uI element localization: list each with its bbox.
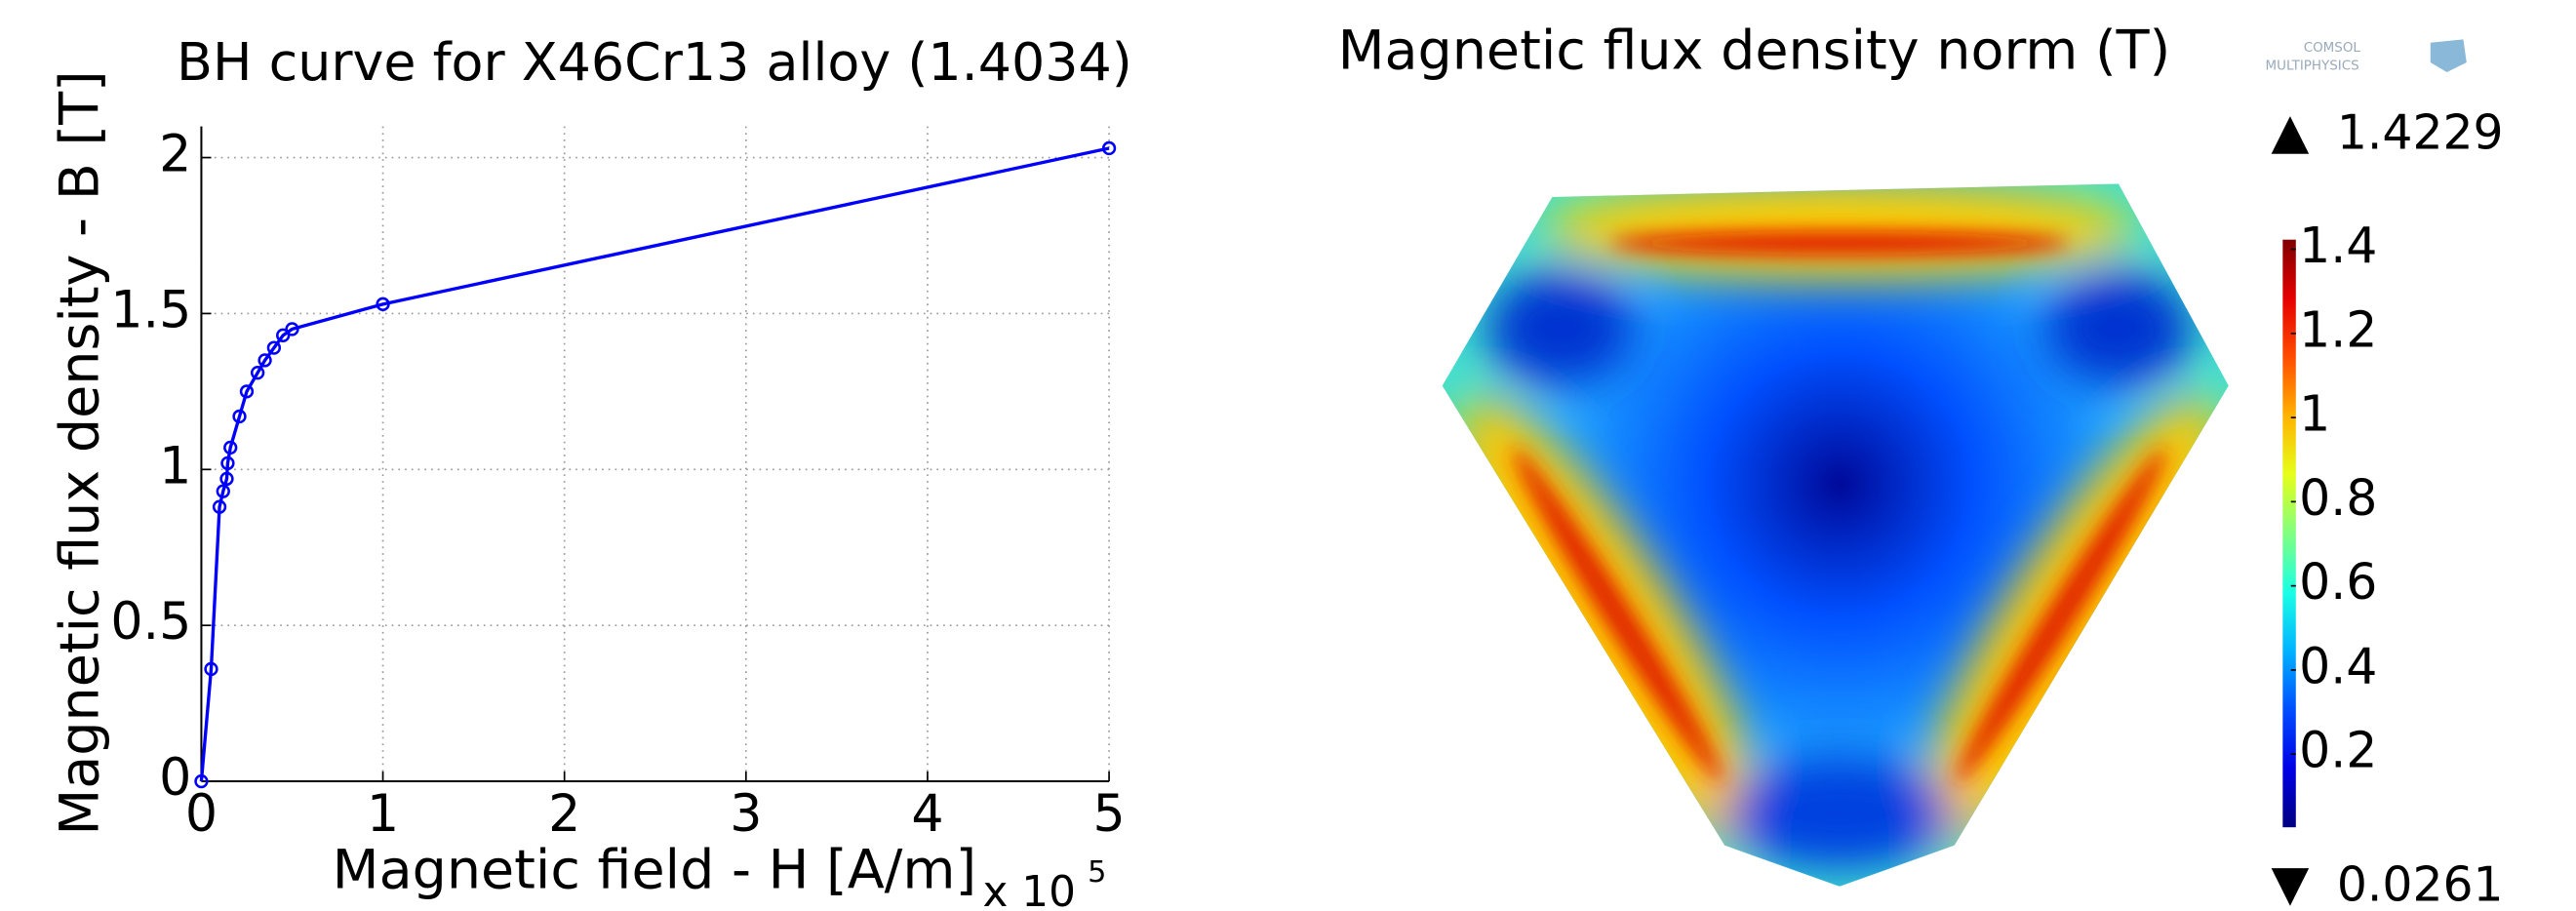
- data-point: [276, 328, 291, 342]
- x-tick-label: 0: [185, 785, 218, 844]
- surface-title: Magnetic flux density norm (T): [1338, 20, 2171, 83]
- y-tick-label: 1.5: [110, 281, 191, 339]
- colorbar-tick-label: 0.4: [2299, 637, 2377, 694]
- data-point: [220, 456, 235, 471]
- logo-text: MULTIPHYSICS: [2266, 59, 2359, 73]
- data-point: [204, 661, 218, 677]
- data-point: [376, 297, 390, 311]
- flux-density-map: [1442, 183, 2229, 887]
- data-point: [266, 340, 282, 355]
- data-point: [219, 471, 234, 487]
- data-point: [216, 484, 230, 498]
- y-axis-label: Magnetic flux density - B [T]: [48, 70, 111, 835]
- y-tick-label: 0.5: [110, 593, 191, 652]
- data-point: [285, 322, 299, 337]
- colorbar-tick-label: 0.8: [2299, 469, 2377, 527]
- x-tick-label: 1: [367, 785, 399, 844]
- max-label: 1.4229: [2337, 105, 2504, 161]
- data-point: [212, 499, 227, 514]
- chart-title: BH curve for X46Cr13 alloy (1.4034): [177, 31, 1132, 93]
- min-marker: ▼: [2272, 853, 2310, 911]
- colorbar: [2282, 239, 2296, 828]
- data-point: [239, 384, 255, 399]
- min-label: 0.0261: [2337, 856, 2504, 911]
- x-tick-label: 3: [730, 785, 762, 844]
- x-tick-label: 4: [911, 785, 943, 844]
- data-point: [194, 773, 209, 789]
- logo-icon: [2430, 39, 2467, 73]
- data-line: [199, 146, 1110, 782]
- x-multiplier: x 10: [982, 867, 1075, 911]
- colorbar-tick-label: 1: [2299, 385, 2330, 443]
- data-point: [250, 366, 265, 380]
- colorbar-tick-label: 0.6: [2299, 553, 2377, 611]
- data-point: [1101, 140, 1117, 156]
- colorbar-tick-label: 1.4: [2299, 217, 2377, 274]
- x-multiplier-exponent: 5: [1088, 855, 1106, 890]
- logo-text: COMSOL: [2304, 41, 2361, 56]
- colorbar-tick-label: 0.2: [2299, 722, 2377, 779]
- y-tick-label: 2: [159, 126, 191, 184]
- data-point: [223, 440, 238, 456]
- colorbar-tick-label: 1.2: [2299, 300, 2377, 358]
- y-tick-label: 0: [159, 749, 191, 808]
- data-point: [258, 353, 272, 368]
- x-tick-label: 2: [548, 785, 580, 844]
- logo: COMSOL MULTIPHYSICS: [2266, 39, 2467, 73]
- x-axis-label: Magnetic field - H [A/m]: [333, 838, 976, 901]
- x-tick-label: 5: [1092, 785, 1125, 844]
- y-tick-label: 1: [159, 437, 191, 495]
- data-point: [232, 409, 247, 424]
- max-marker: ▲: [2272, 101, 2310, 159]
